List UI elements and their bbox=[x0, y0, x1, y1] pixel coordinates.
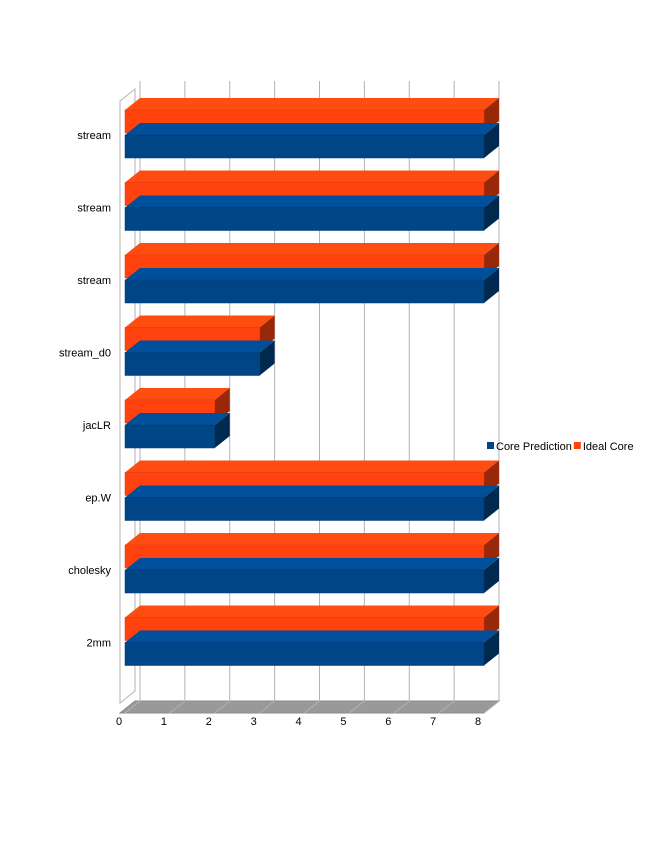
bar bbox=[124, 268, 499, 304]
category-label: jacLR bbox=[82, 420, 111, 432]
floor-gridline bbox=[393, 700, 410, 714]
category-label: stream bbox=[77, 130, 111, 142]
x-tick-label: 3 bbox=[251, 716, 257, 728]
bar bbox=[124, 630, 499, 666]
floor-gridline bbox=[259, 700, 275, 714]
legend: Core Prediction Ideal Core bbox=[487, 441, 634, 453]
floor-gridline bbox=[438, 700, 455, 714]
x-tick-label: 1 bbox=[161, 716, 167, 728]
y-axis-category-labels: stream stream stream stream_d0 jacLR ep.W chol… bbox=[59, 130, 112, 650]
bar bbox=[124, 485, 499, 521]
floor-gridline bbox=[214, 700, 231, 714]
x-tick-label: 5 bbox=[340, 716, 346, 728]
x-tick-label: 0 bbox=[116, 716, 122, 728]
x-tick-label: 8 bbox=[475, 716, 481, 728]
floor-gridline bbox=[483, 700, 500, 714]
bar bbox=[124, 340, 275, 376]
floor-gridline bbox=[169, 700, 186, 714]
bar bbox=[124, 123, 499, 159]
x-tick-label: 4 bbox=[295, 716, 301, 728]
category-label: stream bbox=[77, 203, 111, 215]
category-label: cholesky bbox=[68, 565, 111, 577]
legend-swatch bbox=[573, 442, 581, 449]
floor-gridline bbox=[304, 700, 320, 714]
bar bbox=[124, 413, 230, 449]
x-tick-label: 7 bbox=[430, 716, 436, 728]
category-label: ep.W bbox=[85, 493, 111, 505]
bars bbox=[124, 98, 499, 666]
legend-swatch bbox=[487, 442, 494, 449]
category-label: stream bbox=[77, 275, 111, 287]
bar bbox=[124, 558, 499, 594]
category-label: 2mm bbox=[87, 638, 111, 650]
bar bbox=[124, 195, 499, 231]
x-axis-tick-labels: 0 1 2 3 4 5 6 7 8 bbox=[116, 716, 481, 728]
x-tick-label: 2 bbox=[206, 716, 212, 728]
x-tick-label: 6 bbox=[385, 716, 391, 728]
legend-label: Ideal Core bbox=[583, 441, 634, 453]
legend-label: Core Prediction bbox=[496, 441, 572, 453]
floor-gridline bbox=[124, 700, 141, 714]
floor-gridline bbox=[349, 700, 365, 714]
category-label: stream_d0 bbox=[59, 348, 111, 360]
